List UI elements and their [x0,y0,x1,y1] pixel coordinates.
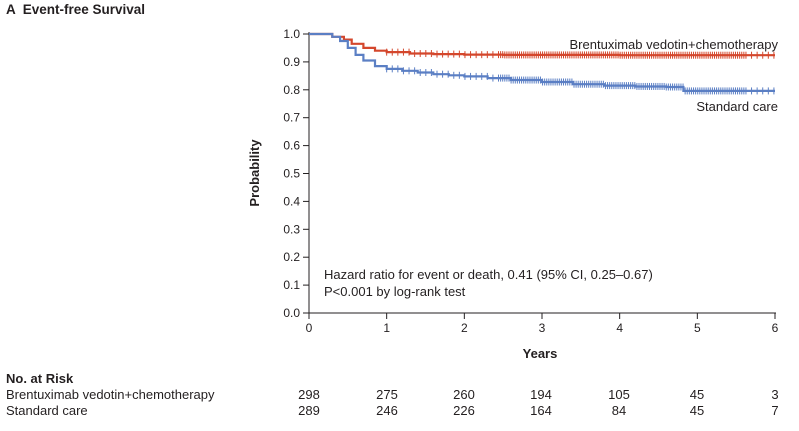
y-tick-label: 0.6 [283,139,300,153]
y-tick-label: 0.2 [283,250,300,264]
risk-row-label: Brentuximab vedotin+chemotherapy [6,387,215,402]
risk-count: 3 [771,387,779,402]
censor-marks-standard-care [386,65,775,95]
risk-row-label: Standard care [6,403,88,418]
censor-marks-brentuximab [386,48,775,59]
x-tick-label: 0 [306,321,313,335]
risk-count: 7 [771,403,779,418]
y-tick-label: 1.0 [283,27,300,41]
risk-count: 194 [530,387,552,402]
x-tick-label: 3 [539,321,546,335]
y-tick-label: 0.0 [283,306,300,320]
risk-count: 45 [689,387,705,402]
y-tick-label: 0.4 [283,194,300,208]
risk-count: 260 [453,387,475,402]
panel-title: A Event-free Survival [6,2,145,17]
x-tick-label: 4 [616,321,623,335]
panel-letter: A [6,2,16,17]
y-axis-label: Probability [247,139,262,207]
x-tick-label: 2 [461,321,468,335]
risk-count: 105 [608,387,630,402]
series-label-standard-care: Standard care [696,99,778,114]
series-label-brentuximab: Brentuximab vedotin+chemotherapy [570,37,779,52]
x-tick-label: 6 [772,321,779,335]
y-tick-label: 0.9 [283,55,300,69]
panel-title-text: Event-free Survival [22,2,146,17]
y-tick-label: 0.8 [283,83,300,97]
risk-count: 84 [611,403,627,418]
x-axis-label: Years [523,346,558,361]
risk-count: 164 [530,403,552,418]
risk-count: 298 [298,387,320,402]
risk-count: 246 [376,403,398,418]
risk-count: 289 [298,403,320,418]
p-value-annotation: P<0.001 by log-rank test [324,284,466,299]
y-tick-label: 0.7 [283,111,300,125]
y-tick-label: 0.5 [283,167,300,181]
risk-count: 275 [376,387,398,402]
y-tick-label: 0.3 [283,222,300,236]
x-tick-label: 1 [383,321,390,335]
hazard-ratio-annotation: Hazard ratio for event or death, 0.41 (9… [324,267,653,282]
risk-count: 226 [453,403,475,418]
y-tick-label: 0.1 [283,278,300,292]
x-tick-label: 5 [694,321,701,335]
risk-count: 45 [689,403,705,418]
risk-table-heading: No. at Risk [6,371,74,386]
